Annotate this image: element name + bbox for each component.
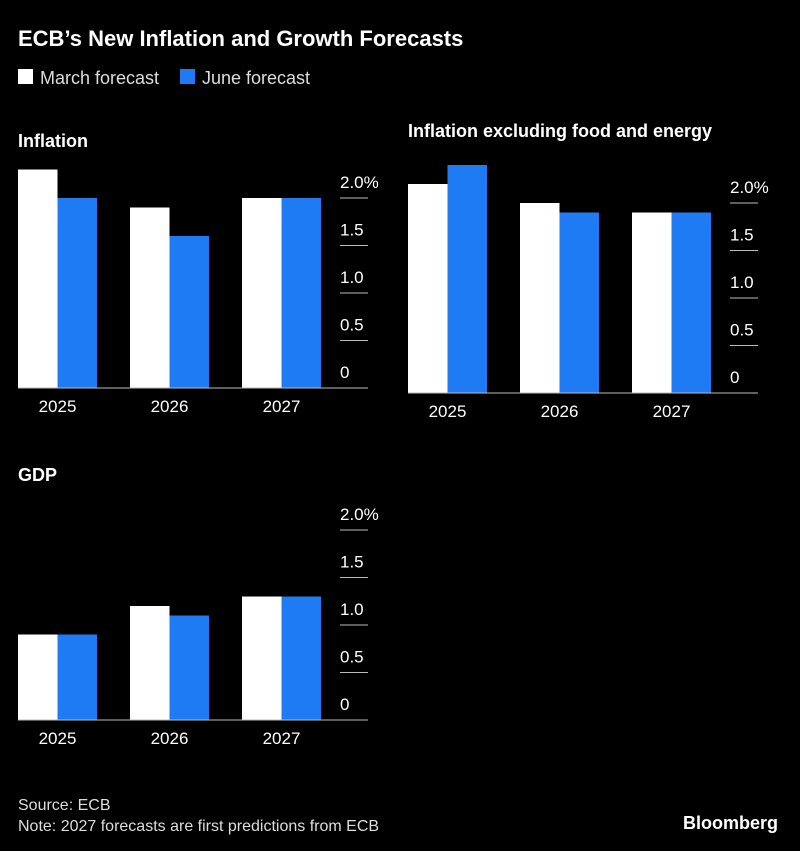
bar — [18, 634, 58, 720]
title: ECB’s New Inflation and Growth Forecasts — [18, 26, 464, 51]
y-tick-label: 1.5 — [730, 226, 754, 245]
x-tick-label: 2027 — [263, 397, 301, 416]
bar — [281, 198, 321, 388]
legend-label: June forecast — [202, 68, 311, 88]
legend-swatch — [180, 69, 195, 84]
panel-title: Inflation — [18, 131, 88, 151]
y-tick-label: 1.0 — [340, 268, 364, 287]
bar — [559, 212, 599, 393]
bar — [130, 606, 170, 720]
bar — [57, 634, 97, 720]
logo: Bloomberg — [683, 813, 779, 833]
panel-title: GDP — [18, 465, 58, 485]
y-tick-label: 2.0% — [340, 505, 379, 524]
y-tick-label: 0.5 — [340, 316, 364, 335]
y-tick-label: 0 — [730, 368, 739, 387]
panel-title: Inflation excluding food and energy — [408, 121, 713, 141]
y-tick-label: 1.0 — [730, 273, 754, 292]
y-tick-label: 0 — [340, 363, 349, 382]
bar — [408, 184, 448, 393]
x-tick-label: 2026 — [151, 397, 189, 416]
x-tick-label: 2026 — [151, 729, 189, 748]
bar — [57, 198, 97, 388]
bar — [18, 169, 58, 388]
bar — [281, 596, 321, 720]
bar — [169, 615, 209, 720]
y-tick-label: 1.0 — [340, 600, 364, 619]
y-tick-label: 2.0% — [340, 173, 379, 192]
bar — [632, 212, 672, 393]
x-tick-label: 2025 — [39, 397, 77, 416]
y-tick-label: 2.0% — [730, 178, 769, 197]
x-tick-label: 2025 — [429, 402, 467, 421]
x-tick-label: 2027 — [653, 402, 691, 421]
source: Source: ECB — [18, 797, 111, 814]
y-tick-label: 0 — [340, 695, 349, 714]
y-tick-label: 0.5 — [340, 648, 364, 667]
bar — [169, 236, 209, 388]
x-tick-label: 2025 — [39, 729, 77, 748]
x-tick-label: 2027 — [263, 729, 301, 748]
bar — [447, 165, 487, 393]
bar — [130, 207, 170, 388]
bar — [520, 203, 560, 393]
legend-label: March forecast — [40, 68, 160, 88]
bar — [242, 198, 282, 388]
bar — [671, 212, 711, 393]
legend-swatch — [18, 69, 33, 84]
x-tick-label: 2026 — [541, 402, 579, 421]
note: Note: 2027 forecasts are first predictio… — [18, 818, 380, 835]
y-tick-label: 0.5 — [730, 321, 754, 340]
y-tick-label: 1.5 — [340, 553, 364, 572]
y-tick-label: 1.5 — [340, 221, 364, 240]
bar — [242, 596, 282, 720]
